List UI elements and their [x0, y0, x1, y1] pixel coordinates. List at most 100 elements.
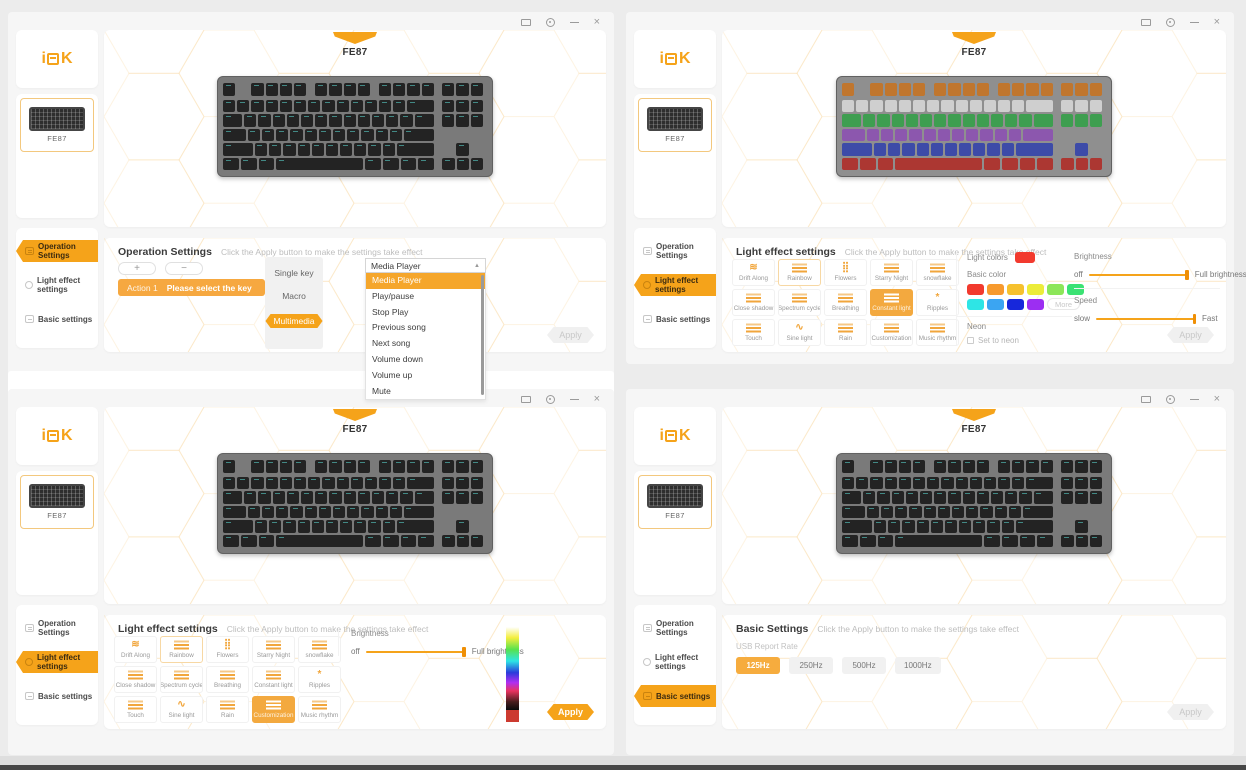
close-icon[interactable]: ×: [593, 16, 600, 28]
light-effect-tile[interactable]: * Ripples: [298, 666, 341, 693]
sidebar-menu-item[interactable]: Basic settings: [634, 308, 716, 330]
dropdown-option[interactable]: Stop Play: [372, 306, 409, 317]
restore-window-icon[interactable]: [520, 19, 531, 26]
sidebar-menu-item[interactable]: Operation Settings: [634, 240, 716, 262]
settings-gear-icon[interactable]: [1165, 395, 1175, 404]
close-icon[interactable]: ×: [1213, 393, 1220, 405]
light-effect-tile[interactable]: Breathing: [824, 289, 867, 316]
light-effect-tile[interactable]: Music rhythm: [298, 696, 341, 723]
sidebar-menu-item[interactable]: Operation Settings: [16, 617, 98, 639]
dropdown-option[interactable]: Play/pause: [372, 290, 415, 301]
light-effect-tile[interactable]: Constant light: [252, 666, 295, 693]
light-effect-tile[interactable]: ≋ Drift Along: [114, 636, 157, 663]
color-swatch[interactable]: [1027, 284, 1044, 295]
light-effect-tile[interactable]: * Ripples: [916, 289, 959, 316]
apply-button[interactable]: Apply: [1167, 327, 1214, 343]
sidebar-menu-item[interactable]: Basic settings: [16, 685, 98, 707]
sidebar-menu-item[interactable]: Light effect settings: [634, 274, 716, 296]
device-selector[interactable]: FE87: [638, 98, 712, 152]
more-colors-button[interactable]: More: [1047, 298, 1081, 310]
apply-button[interactable]: Apply: [547, 704, 594, 720]
apply-button[interactable]: Apply: [547, 327, 594, 343]
light-effect-tile[interactable]: Touch: [732, 319, 775, 346]
light-effect-tile[interactable]: Music rhythm: [916, 319, 959, 346]
picked-color-swatch[interactable]: [506, 710, 519, 722]
dropdown-option[interactable]: Previous song: [372, 322, 426, 333]
close-icon[interactable]: ×: [593, 393, 600, 405]
color-swatch[interactable]: [1007, 298, 1024, 310]
report-rate-button[interactable]: 500Hz: [842, 657, 886, 674]
color-swatch[interactable]: [967, 298, 984, 310]
key-mode-option[interactable]: Multimedia: [265, 314, 323, 328]
light-effect-tile[interactable]: ∿ Sine light: [778, 319, 821, 346]
remove-action-button[interactable]: −: [165, 262, 203, 275]
dropdown-option[interactable]: Volume up: [372, 369, 413, 380]
dropdown-option[interactable]: Volume down: [372, 353, 424, 364]
light-effect-tile[interactable]: Constant light: [870, 289, 913, 316]
key-mode-option[interactable]: Single key: [274, 268, 314, 278]
color-swatch[interactable]: [987, 298, 1004, 310]
light-effect-tile[interactable]: Rain: [206, 696, 249, 723]
restore-window-icon[interactable]: [1140, 396, 1151, 403]
light-effect-tile[interactable]: snowflake: [298, 636, 341, 663]
minimize-icon[interactable]: [1189, 21, 1199, 24]
close-icon[interactable]: ×: [1213, 16, 1220, 28]
light-effect-tile[interactable]: Rainbow: [778, 259, 821, 286]
light-effect-tile[interactable]: Customization: [870, 319, 913, 346]
color-swatch[interactable]: [967, 284, 984, 295]
restore-window-icon[interactable]: [1140, 19, 1151, 26]
device-selector[interactable]: FE87: [638, 475, 712, 529]
dropdown-selected-value[interactable]: Media Player ▲: [365, 258, 486, 273]
light-effect-tile[interactable]: Touch: [114, 696, 157, 723]
key-mode-option[interactable]: Macro: [282, 291, 306, 301]
light-effect-tile[interactable]: Starry Night: [870, 259, 913, 286]
color-swatch[interactable]: [1067, 284, 1084, 295]
report-rate-button[interactable]: 250Hz: [789, 657, 833, 674]
light-effect-tile[interactable]: snowflake: [916, 259, 959, 286]
light-effect-tile[interactable]: ∿ Sine light: [160, 696, 203, 723]
speed-slider[interactable]: [1096, 313, 1197, 324]
light-effect-tile[interactable]: Breathing: [206, 666, 249, 693]
light-effect-tile[interactable]: Spectrum cycle: [160, 666, 203, 693]
color-swatch[interactable]: [987, 284, 1004, 295]
slider-handle[interactable]: [1192, 313, 1197, 324]
minimize-icon[interactable]: [569, 398, 579, 401]
minimize-icon[interactable]: [1189, 398, 1199, 401]
light-effect-tile[interactable]: Close shadow: [114, 666, 157, 693]
color-swatch[interactable]: [1007, 284, 1024, 295]
light-effect-tile[interactable]: Customization: [252, 696, 295, 723]
slider-handle[interactable]: [462, 646, 466, 657]
brightness-slider[interactable]: [365, 646, 466, 657]
dropdown-option[interactable]: Media Player: [366, 273, 485, 289]
light-effect-tile[interactable]: ⣿ Flowers: [824, 259, 867, 286]
sidebar-menu-item[interactable]: Light effect settings: [634, 651, 716, 673]
settings-gear-icon[interactable]: [545, 18, 555, 27]
report-rate-button[interactable]: 125Hz: [736, 657, 780, 674]
set-to-neon-checkbox[interactable]: Set to neon: [967, 336, 1072, 345]
settings-gear-icon[interactable]: [1165, 18, 1175, 27]
light-effect-tile[interactable]: ≋ Drift Along: [732, 259, 775, 286]
dropdown-option[interactable]: Next song: [372, 338, 411, 349]
sidebar-menu-item[interactable]: Light effect settings: [16, 274, 98, 296]
settings-gear-icon[interactable]: [545, 395, 555, 404]
apply-button[interactable]: Apply: [1167, 704, 1214, 720]
sidebar-menu-item[interactable]: Light effect settings: [16, 651, 98, 673]
light-effect-tile[interactable]: Starry Night: [252, 636, 295, 663]
sidebar-menu-item[interactable]: Basic settings: [634, 685, 716, 707]
light-effect-tile[interactable]: Spectrum cycle: [778, 289, 821, 316]
restore-window-icon[interactable]: [520, 396, 531, 403]
sidebar-menu-item[interactable]: Basic settings: [16, 308, 98, 330]
light-effect-tile[interactable]: Rainbow: [160, 636, 203, 663]
light-effect-tile[interactable]: Close shadow: [732, 289, 775, 316]
sidebar-menu-item[interactable]: Operation Settings: [634, 617, 716, 639]
color-swatch[interactable]: [1047, 284, 1064, 295]
dropdown-option[interactable]: Mute: [372, 385, 391, 396]
color-swatch[interactable]: [1027, 298, 1044, 310]
dropdown-scrollbar[interactable]: [481, 275, 484, 396]
brightness-slider[interactable]: [1088, 269, 1189, 280]
add-action-button[interactable]: +: [118, 262, 156, 275]
light-effect-tile[interactable]: Rain: [824, 319, 867, 346]
report-rate-button[interactable]: 1000Hz: [895, 657, 941, 674]
action-row[interactable]: Action 1 Please select the key: [118, 279, 265, 296]
sidebar-menu-item[interactable]: Operation Settings: [16, 240, 98, 262]
